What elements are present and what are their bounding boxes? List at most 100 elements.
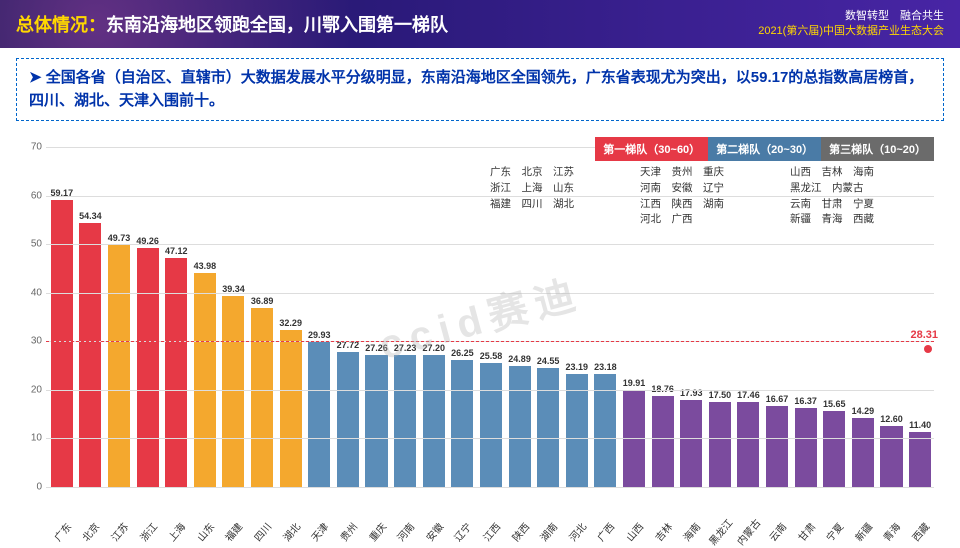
bar	[737, 402, 759, 487]
bar	[537, 368, 559, 487]
bar	[766, 406, 788, 487]
header-brand: 数智转型 融合共生 2021(第六届)中国大数据产业生态大会	[758, 9, 944, 40]
tier-legend: 第一梯队（30~60）第二梯队（20~30）第三梯队（10~20）	[595, 137, 934, 161]
bar-group: 39.34福建	[220, 147, 248, 487]
bar-group: 27.26重庆	[363, 147, 391, 487]
bar	[652, 396, 674, 487]
bar-label: 广东	[50, 519, 74, 544]
avg-label: 28.31	[910, 329, 938, 341]
bar-label: 河北	[565, 519, 589, 544]
bar	[137, 248, 159, 487]
bar-label: 青海	[879, 519, 903, 544]
description-box: 全国各省（自治区、直辖市）大数据发展水平分级明显，东南沿海地区全国领先，广东省表…	[16, 58, 944, 121]
bar	[880, 426, 902, 487]
bar	[909, 432, 931, 487]
bar-label: 内蒙古	[733, 515, 764, 548]
bar	[365, 355, 387, 487]
bar-group: 54.34北京	[77, 147, 105, 487]
bar-label: 湖北	[278, 519, 302, 544]
bar-label: 浙江	[135, 519, 159, 544]
bar-group: 49.26浙江	[134, 147, 162, 487]
tier-members: 广东 北京 江苏 浙江 上海 山东 福建 四川 湖北天津 贵州 重庆 河南 安徽…	[484, 163, 934, 230]
title-prefix: 总体情况：	[16, 15, 106, 35]
bar-label: 宁夏	[822, 519, 846, 544]
bar-label: 吉林	[650, 519, 674, 544]
bar-group: 43.98山东	[191, 147, 219, 487]
bar-label: 山东	[193, 519, 217, 544]
brand-bottom: 2021(第六届)中国大数据产业生态大会	[758, 24, 944, 39]
bar	[337, 352, 359, 487]
bar-label: 安徽	[422, 519, 446, 544]
slide-title: 总体情况：东南沿海地区领跑全国，川鄂入围第一梯队	[16, 11, 448, 37]
bar-group: 32.29湖北	[277, 147, 305, 487]
description-text: 全国各省（自治区、直辖市）大数据发展水平分级明显，东南沿海地区全国领先，广东省表…	[29, 67, 931, 112]
bar	[51, 200, 73, 487]
bar-group: 26.25辽宁	[449, 147, 477, 487]
bar	[251, 308, 273, 487]
y-tick: 10	[31, 433, 42, 444]
bar-label: 重庆	[364, 519, 388, 544]
bar-group: 27.72贵州	[334, 147, 362, 487]
tier-members-col: 天津 贵州 重庆 河南 安徽 辽宁 江西 陕西 湖南 河北 广西	[634, 163, 784, 230]
bar	[795, 408, 817, 488]
grid-line	[46, 487, 934, 488]
y-tick: 40	[31, 287, 42, 298]
bar	[423, 355, 445, 487]
bar-label: 黑龙江	[704, 515, 735, 548]
bar	[79, 223, 101, 487]
bar-group: 29.93天津	[305, 147, 333, 487]
bar-group: 59.17广东	[48, 147, 76, 487]
bar-label: 江苏	[107, 519, 131, 544]
bar	[308, 342, 330, 487]
bar	[680, 400, 702, 487]
grid-line	[46, 438, 934, 439]
y-tick: 50	[31, 239, 42, 250]
bar-label: 北京	[78, 519, 102, 544]
bar-group: 49.73江苏	[105, 147, 133, 487]
bar-label: 山西	[622, 519, 646, 544]
bar-group: 36.89四川	[248, 147, 276, 487]
bar-label: 甘肃	[793, 519, 817, 544]
y-tick: 20	[31, 384, 42, 395]
bar	[823, 411, 845, 487]
bar	[709, 402, 731, 487]
y-tick: 0	[36, 482, 42, 493]
bar	[480, 363, 502, 487]
bar-value: 11.40	[899, 420, 940, 430]
bar-label: 上海	[164, 519, 188, 544]
slide-header: 总体情况：东南沿海地区领跑全国，川鄂入围第一梯队 数智转型 融合共生 2021(…	[0, 0, 960, 48]
tier-members-col: 广东 北京 江苏 浙江 上海 山东 福建 四川 湖北	[484, 163, 634, 230]
y-axis: 010203040506070	[16, 147, 46, 487]
bar-label: 云南	[765, 519, 789, 544]
bar-group: 27.20安徽	[420, 147, 448, 487]
chart-container: ccid赛迪 第一梯队（30~60）第二梯队（20~30）第三梯队（10~20）…	[16, 127, 944, 547]
grid-line	[46, 293, 934, 294]
bar-label: 湖南	[536, 519, 560, 544]
bar	[222, 296, 244, 487]
grid-line	[46, 244, 934, 245]
bar	[451, 360, 473, 488]
bar	[509, 366, 531, 487]
tier-members-col: 山西 吉林 海南 黑龙江 内蒙古 云南 甘肃 宁夏 新疆 青海 西藏	[784, 163, 934, 230]
tier-badge: 第三梯队（10~20）	[821, 137, 934, 161]
bar-group: 27.23河南	[391, 147, 419, 487]
bar	[280, 330, 302, 487]
bar-label: 福建	[221, 519, 245, 544]
bar-label: 海南	[679, 519, 703, 544]
bar-label: 贵州	[336, 519, 360, 544]
bar	[108, 245, 130, 487]
brand-top: 数智转型 融合共生	[758, 9, 944, 24]
bar	[194, 273, 216, 487]
tier-badge: 第二梯队（20~30）	[708, 137, 821, 161]
bar-label: 江西	[479, 519, 503, 544]
threshold-line	[46, 341, 934, 342]
bar-label: 四川	[250, 519, 274, 544]
bar-group: 47.12上海	[162, 147, 190, 487]
title-rest: 东南沿海地区领跑全国，川鄂入围第一梯队	[106, 15, 448, 35]
bar	[852, 418, 874, 487]
bar	[566, 374, 588, 487]
y-tick: 70	[31, 142, 42, 153]
bar-label: 天津	[307, 519, 331, 544]
bar-label: 新疆	[851, 519, 875, 544]
bar-label: 广西	[593, 519, 617, 544]
